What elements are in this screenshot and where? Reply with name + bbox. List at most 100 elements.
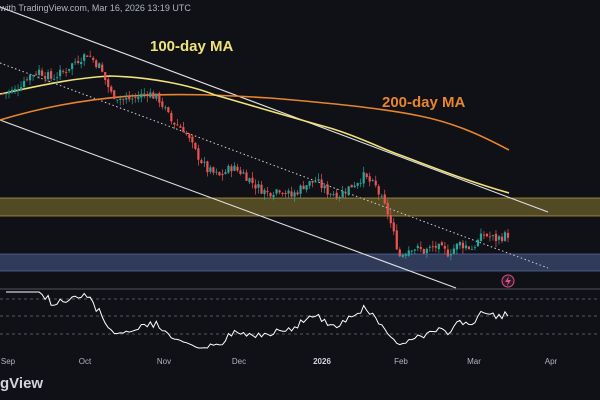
candle-body — [440, 242, 443, 246]
candle-body — [164, 107, 167, 109]
candle-body — [245, 172, 248, 181]
candle-body — [191, 136, 194, 143]
candle-body — [446, 249, 449, 257]
candle-body — [494, 233, 498, 242]
candle-body — [95, 60, 98, 67]
chart-attribution: with TradingView.com, Mar 16, 2026 13:19… — [0, 3, 191, 13]
candle-body — [296, 192, 299, 195]
candle-body — [497, 236, 501, 240]
candle-body — [428, 247, 431, 248]
candle-body — [182, 127, 185, 133]
candle-body — [179, 126, 182, 128]
candle-body — [56, 77, 59, 79]
candle-body — [293, 192, 296, 197]
candle-body — [40, 70, 44, 76]
x-tick-label: Mar — [467, 357, 481, 366]
candle-body — [434, 245, 437, 248]
candle-body — [302, 185, 305, 190]
candle-body — [116, 99, 119, 101]
candle-body — [464, 245, 468, 249]
candle-body — [49, 71, 53, 79]
candle-body — [113, 90, 116, 100]
candle-body — [62, 71, 65, 73]
candle-body — [290, 191, 293, 197]
candle-body — [479, 233, 483, 242]
candle-body — [506, 232, 510, 238]
candle-body — [362, 172, 365, 184]
candle-body — [131, 98, 134, 100]
candle-body — [461, 242, 465, 249]
candle-body — [365, 173, 368, 178]
candle-body — [248, 178, 251, 183]
candle-body — [398, 249, 401, 257]
candle-body — [34, 73, 38, 75]
candle-body — [254, 184, 257, 189]
x-tick-label: 2026 — [313, 357, 331, 366]
candle-body — [89, 55, 92, 57]
candle-body — [449, 254, 452, 256]
candle-body — [488, 236, 492, 238]
candle-body — [104, 72, 107, 81]
candle-body — [10, 89, 14, 93]
candle-body — [31, 75, 35, 76]
candle-body — [209, 167, 212, 172]
candle-body — [458, 242, 462, 246]
candle-body — [19, 87, 23, 91]
candle-body — [281, 192, 284, 194]
candle-body — [161, 101, 164, 107]
candle-body — [272, 194, 275, 198]
candle-body — [46, 72, 50, 80]
candle-body — [392, 222, 395, 232]
candle-body — [329, 193, 332, 195]
candle-body — [206, 161, 209, 173]
candle-body — [137, 97, 140, 100]
candle-body — [317, 179, 320, 181]
ma200-line — [0, 93, 510, 151]
candle-body — [275, 189, 278, 194]
candle-body — [413, 249, 416, 251]
candle-body — [311, 180, 314, 183]
resistance-zone — [0, 198, 600, 216]
candle-body — [278, 190, 281, 193]
tradingview-wordmark: gView — [0, 375, 44, 392]
candle-body — [323, 185, 326, 189]
candle-body — [380, 195, 383, 197]
candle-body — [356, 183, 359, 186]
candle-body — [266, 191, 269, 193]
candle-body — [338, 197, 341, 198]
candle-body — [299, 185, 302, 194]
candle-body — [215, 171, 218, 173]
ma200-annotation: 200-day MA — [382, 94, 466, 111]
candle-body — [407, 250, 410, 256]
candle-body — [491, 235, 495, 237]
candle-body — [134, 97, 137, 98]
channel-midline — [0, 62, 549, 269]
candle-body — [80, 61, 83, 65]
candle-body — [77, 60, 80, 63]
candle-body — [473, 247, 477, 249]
candle-body — [395, 230, 398, 250]
candle-body — [59, 69, 62, 77]
candle-body — [476, 239, 480, 247]
candle-body — [16, 90, 20, 91]
lightning-icon[interactable] — [501, 274, 515, 288]
candle-body — [419, 246, 422, 249]
candle-body — [71, 63, 74, 70]
candle-body — [200, 160, 203, 164]
candle-body — [308, 181, 311, 186]
candle-body — [185, 132, 188, 135]
candle-body — [470, 249, 474, 250]
candle-body — [467, 246, 471, 249]
candle-body — [350, 184, 353, 188]
ma100-line — [0, 75, 510, 194]
candle-body — [197, 148, 200, 160]
candle-body — [110, 86, 113, 92]
candle-body — [170, 112, 173, 122]
candle-body — [25, 79, 29, 81]
candle-body — [404, 254, 407, 256]
candle-body — [86, 55, 89, 57]
candle-body — [503, 232, 507, 241]
candle-body — [212, 167, 215, 173]
candle-body — [305, 185, 308, 190]
